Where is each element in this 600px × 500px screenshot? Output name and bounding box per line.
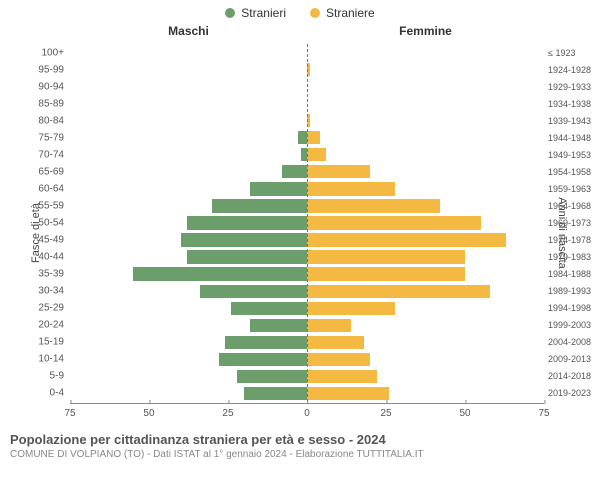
age-label: 35-39 (0, 269, 64, 280)
center-divider (307, 44, 308, 402)
birth-year-label: 1959-1963 (548, 184, 600, 194)
age-label: 85-89 (0, 98, 64, 109)
female-column-title: Femmine (307, 24, 544, 38)
bar-male (212, 199, 307, 212)
birth-year-label: 1974-1978 (548, 235, 600, 245)
legend-male-swatch (225, 8, 235, 18)
birth-year-label: 1964-1968 (548, 201, 600, 211)
age-label: 75-79 (0, 132, 64, 143)
birth-year-label: 1999-2003 (548, 320, 600, 330)
bar-female (307, 370, 377, 383)
bar-female (307, 199, 440, 212)
age-label: 0-4 (0, 388, 64, 399)
legend-female: Straniere (310, 6, 375, 20)
age-label: 20-24 (0, 320, 64, 331)
bar-female (307, 250, 465, 263)
legend-male-label: Stranieri (241, 6, 286, 20)
x-tick: 0 (304, 404, 310, 419)
age-label: 55-59 (0, 200, 64, 211)
age-label: 70-74 (0, 149, 64, 160)
bar-female (307, 165, 370, 178)
bar-male (181, 233, 307, 246)
age-label: 5-9 (0, 371, 64, 382)
x-tick: 25 (222, 404, 233, 419)
chart: Fasce di età Anni di nascita 100+≤ 19239… (0, 38, 600, 428)
bar-male (219, 353, 307, 366)
bar-female (307, 285, 490, 298)
bar-male (200, 285, 307, 298)
bar-female (307, 302, 395, 315)
birth-year-label: 1929-1933 (548, 82, 600, 92)
birth-year-label: 2019-2023 (548, 388, 600, 398)
bar-female (307, 319, 351, 332)
x-tick: 50 (143, 404, 154, 419)
age-label: 30-34 (0, 286, 64, 297)
birth-year-label: ≤ 1923 (548, 48, 600, 58)
bar-male (244, 387, 307, 400)
legend-male: Stranieri (225, 6, 286, 20)
bar-female (307, 216, 481, 229)
column-titles: Maschi Femmine (0, 20, 600, 38)
bar-male (231, 302, 307, 315)
bar-male (225, 336, 307, 349)
bar-female (307, 182, 395, 195)
legend-female-swatch (310, 8, 320, 18)
bar-female (307, 148, 326, 161)
chart-title: Popolazione per cittadinanza straniera p… (10, 432, 590, 447)
bar-male (187, 216, 307, 229)
x-tick: 75 (64, 404, 75, 419)
bar-male (298, 131, 307, 144)
birth-year-label: 2004-2008 (548, 337, 600, 347)
birth-year-label: 1979-1983 (548, 252, 600, 262)
birth-year-label: 1984-1988 (548, 269, 600, 279)
chart-subtitle: COMUNE DI VOLPIANO (TO) - Dati ISTAT al … (10, 449, 590, 460)
bar-female (307, 336, 364, 349)
x-axis: 7550250255075 (70, 403, 544, 428)
x-tick: 75 (538, 404, 549, 419)
bar-male (133, 267, 307, 280)
bar-female (307, 131, 320, 144)
birth-year-label: 1969-1973 (548, 218, 600, 228)
age-label: 45-49 (0, 235, 64, 246)
chart-footer: Popolazione per cittadinanza straniera p… (0, 428, 600, 460)
legend: Stranieri Straniere (0, 0, 600, 20)
age-label: 90-94 (0, 81, 64, 92)
age-label: 60-64 (0, 183, 64, 194)
bar-male (250, 182, 307, 195)
birth-year-label: 1949-1953 (548, 150, 600, 160)
bar-male (250, 319, 307, 332)
bar-male (237, 370, 307, 383)
age-label: 40-44 (0, 252, 64, 263)
bar-male (187, 250, 307, 263)
male-column-title: Maschi (70, 24, 307, 38)
age-label: 100+ (0, 47, 64, 58)
birth-year-label: 1939-1943 (548, 116, 600, 126)
age-label: 10-14 (0, 354, 64, 365)
birth-year-label: 2014-2018 (548, 371, 600, 381)
age-label: 15-19 (0, 337, 64, 348)
age-label: 25-29 (0, 303, 64, 314)
bar-female (307, 267, 465, 280)
age-label: 95-99 (0, 64, 64, 75)
birth-year-label: 1994-1998 (548, 303, 600, 313)
age-label: 65-69 (0, 166, 64, 177)
x-tick: 25 (380, 404, 391, 419)
legend-female-label: Straniere (326, 6, 375, 20)
birth-year-label: 1944-1948 (548, 133, 600, 143)
bar-female (307, 387, 389, 400)
age-label: 80-84 (0, 115, 64, 126)
bar-male (282, 165, 307, 178)
x-tick: 50 (459, 404, 470, 419)
bar-female (307, 233, 506, 246)
birth-year-label: 2009-2013 (548, 354, 600, 364)
age-label: 50-54 (0, 217, 64, 228)
birth-year-label: 1934-1938 (548, 99, 600, 109)
birth-year-label: 1954-1958 (548, 167, 600, 177)
birth-year-label: 1989-1993 (548, 286, 600, 296)
birth-year-label: 1924-1928 (548, 65, 600, 75)
bar-female (307, 353, 370, 366)
